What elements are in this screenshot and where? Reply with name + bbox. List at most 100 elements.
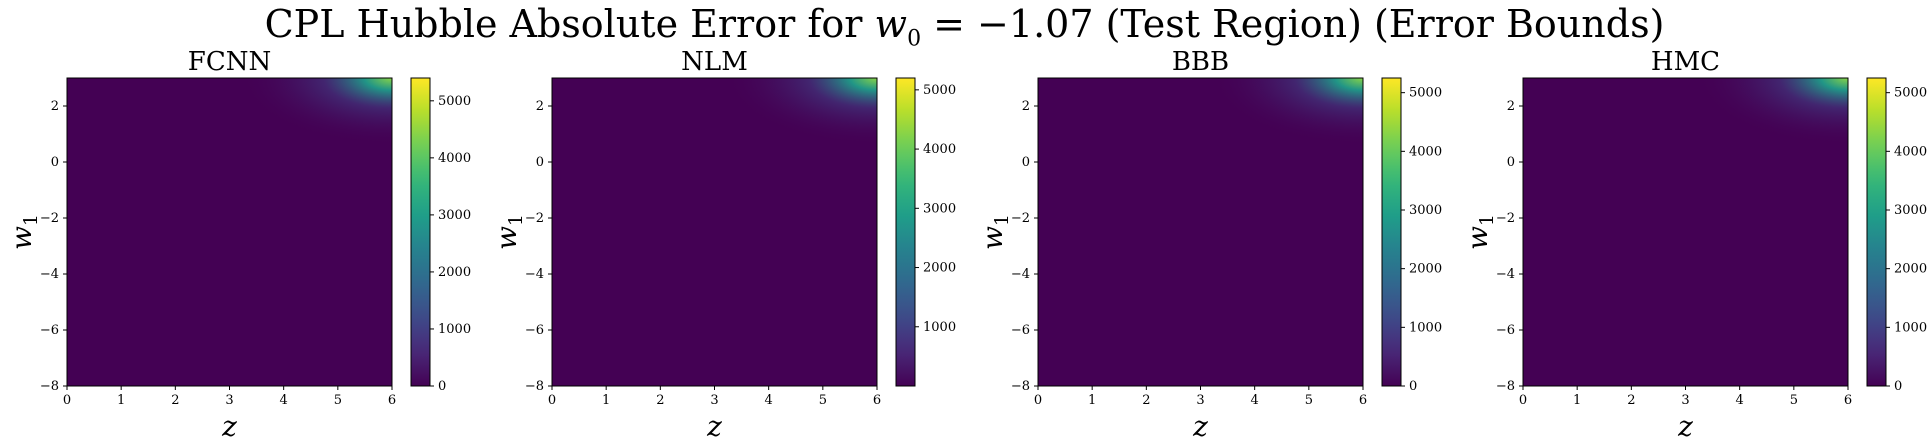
y-tick-label: −4	[40, 267, 59, 282]
y-tick-label: 2	[1507, 99, 1515, 114]
colorbar-tick-label: 4000	[438, 151, 471, 166]
y-tick-label: 0	[536, 155, 544, 170]
x-tick-label: 6	[388, 393, 396, 408]
heatmap-hot-region	[1696, 78, 1848, 146]
x-tick-label: 0	[548, 393, 556, 408]
y-tick-label: 2	[1022, 99, 1030, 114]
colorbar-tick-label: 1000	[1894, 320, 1927, 335]
x-tick-label: 3	[225, 393, 233, 408]
colorbar-tick-label: 0	[1409, 379, 1417, 394]
x-axis-label: z	[1677, 410, 1693, 443]
x-tick-label: 3	[710, 393, 718, 408]
y-tick-label: 0	[1507, 155, 1515, 170]
x-tick-label: 1	[1088, 393, 1096, 408]
heatmap-hot-region	[240, 78, 392, 146]
x-axis-label: z	[1192, 410, 1208, 443]
colorbar-tick-label: 3000	[438, 208, 471, 223]
x-tick-label: 1	[602, 393, 610, 408]
colorbar-tick-label: 0	[1894, 379, 1902, 394]
colorbar-tick-label: 2000	[1409, 262, 1442, 277]
x-tick-label: 2	[1627, 393, 1635, 408]
x-axis-label: z	[706, 410, 722, 443]
x-tick-label: 1	[1573, 393, 1581, 408]
colorbar	[1866, 77, 1887, 387]
colorbar-tick-label: 5000	[438, 94, 471, 109]
y-tick-label: −6	[1011, 323, 1030, 338]
y-axis-label: w1	[5, 214, 42, 250]
subplot-hmc: HMC 0 1 2 3 4 5 6 2 0 −2 −4 −6 −8 z w1 0 1000 2000 3000 4000…	[1461, 47, 1927, 443]
x-tick-label: 2	[656, 393, 664, 408]
colorbar-tick-label: 4000	[923, 142, 956, 157]
colorbar-tick-label: 3000	[1409, 203, 1442, 218]
x-tick-label: 2	[1142, 393, 1150, 408]
x-tick-label: 3	[1196, 393, 1204, 408]
colorbar-tick-label: 2000	[923, 261, 956, 276]
y-tick-label: −6	[40, 323, 59, 338]
colorbar	[1381, 77, 1402, 387]
x-tick-label: 1	[117, 393, 125, 408]
x-tick-label: 5	[1305, 393, 1313, 408]
x-tick-label: 5	[1790, 393, 1798, 408]
x-tick-label: 6	[873, 393, 881, 408]
colorbar-tick-label: 3000	[1894, 203, 1927, 218]
y-tick-label: −8	[1011, 379, 1030, 394]
subplot-title: NLM	[681, 47, 748, 77]
colorbar-tick-label: 2000	[1894, 262, 1927, 277]
y-tick-label: −8	[40, 379, 59, 394]
y-axis-label: w1	[490, 214, 527, 250]
x-tick-label: 0	[1519, 393, 1527, 408]
subplot-nlm: NLM 0 1 2 3 4 5 6 2 0 −2 −4 −6 −8 z w1 1000 2000 3000 4000 5…	[490, 47, 956, 443]
y-tick-label: 2	[536, 99, 544, 114]
x-tick-label: 6	[1359, 393, 1367, 408]
subplot-fcnn: FCNN 0 1 2 3 4 5 6 2 0 −2 −4 −6 −8 z w1 0 1000 2000 3000 400…	[5, 47, 471, 443]
x-tick-label: 4	[280, 393, 288, 408]
y-tick-label: −8	[1496, 379, 1515, 394]
y-tick-label: −6	[525, 323, 544, 338]
y-tick-label: −2	[525, 211, 544, 226]
colorbar-tick-label: 3000	[923, 201, 956, 216]
colorbar-tick-label: 4000	[1409, 144, 1442, 159]
subplot-title: HMC	[1651, 47, 1720, 77]
y-axis-label: w1	[1461, 214, 1498, 250]
y-tick-label: −4	[525, 267, 544, 282]
x-tick-label: 5	[819, 393, 827, 408]
colorbar-tick-label: 4000	[1894, 144, 1927, 159]
heatmap-hot-region	[1211, 78, 1363, 146]
y-tick-label: −8	[525, 379, 544, 394]
subplot-title: FCNN	[188, 47, 271, 77]
subplot-bbb: BBB 0 1 2 3 4 5 6 2 0 −2 −4 −6 −8 z w1 0 1000 2000 3000 4000…	[976, 47, 1442, 443]
x-tick-label: 4	[1251, 393, 1259, 408]
y-tick-label: −2	[40, 211, 59, 226]
x-tick-label: 4	[765, 393, 773, 408]
y-tick-label: −6	[1496, 323, 1515, 338]
colorbar	[410, 77, 431, 387]
y-tick-label: 0	[51, 155, 59, 170]
x-tick-label: 6	[1844, 393, 1852, 408]
colorbar-tick-label: 0	[438, 379, 446, 394]
x-tick-label: 4	[1736, 393, 1744, 408]
y-tick-label: 0	[1022, 155, 1030, 170]
figure-title: CPL Hubble Absolute Error for w0 = −1.07…	[264, 2, 1665, 52]
y-tick-label: −2	[1011, 211, 1030, 226]
heatmap-hot-region	[725, 78, 877, 146]
x-tick-label: 3	[1681, 393, 1689, 408]
y-tick-label: −4	[1496, 267, 1515, 282]
x-tick-label: 0	[63, 393, 71, 408]
colorbar-tick-label: 1000	[923, 320, 956, 335]
y-tick-label: −4	[1011, 267, 1030, 282]
colorbar-tick-label: 1000	[438, 322, 471, 337]
y-axis-label: w1	[976, 214, 1013, 250]
x-tick-label: 0	[1034, 393, 1042, 408]
x-axis-label: z	[221, 410, 237, 443]
x-tick-label: 2	[171, 393, 179, 408]
y-tick-label: −2	[1496, 211, 1515, 226]
colorbar	[895, 77, 916, 387]
colorbar-tick-label: 1000	[1409, 320, 1442, 335]
subplot-title: BBB	[1172, 47, 1229, 77]
x-tick-label: 5	[334, 393, 342, 408]
colorbar-tick-label: 5000	[923, 83, 956, 98]
colorbar-tick-label: 2000	[438, 265, 471, 280]
y-tick-label: 2	[51, 99, 59, 114]
colorbar-tick-label: 5000	[1409, 86, 1442, 101]
